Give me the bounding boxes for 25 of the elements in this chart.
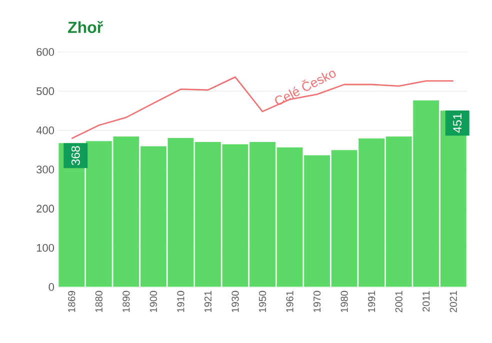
- x-tick-label: 2011: [422, 291, 430, 312]
- x-tick-label: 1900: [150, 290, 157, 312]
- x-tick-label: 1961: [286, 291, 294, 312]
- x-tick-label: 1869: [68, 291, 76, 312]
- y-tick-label: 300: [36, 166, 54, 174]
- x-tick-label: 2001: [395, 291, 402, 312]
- x-tick-label: 1980: [340, 290, 348, 312]
- x-tick-label: 1991: [368, 291, 376, 312]
- y-tick-label: 100: [36, 244, 54, 252]
- y-tick-label: 200: [36, 204, 54, 213]
- x-tick-label: 1930: [232, 290, 239, 312]
- x-tick-label: 1950: [258, 290, 266, 312]
- x-tick-label: 1970: [314, 290, 321, 312]
- data-label: 451: [453, 114, 462, 133]
- y-tick-label: 600: [36, 48, 54, 56]
- x-tick-label: 1910: [177, 290, 184, 312]
- chart-title: Zhoř: [68, 20, 104, 34]
- x-tick-label: 1890: [122, 290, 130, 312]
- y-tick-label: 500: [36, 87, 54, 96]
- y-tick-label: 0: [48, 283, 54, 291]
- y-tick-label: 400: [36, 126, 54, 134]
- x-tick-label: 2021: [450, 291, 457, 312]
- x-tick-label: 1921: [204, 291, 212, 312]
- data-label: 368: [71, 146, 80, 166]
- x-tick-label: 1880: [95, 290, 102, 312]
